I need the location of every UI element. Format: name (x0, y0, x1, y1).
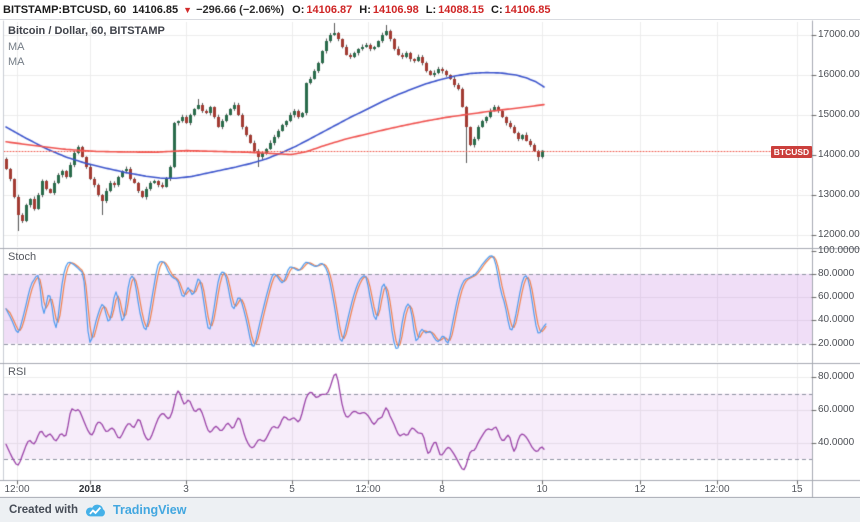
price-axis-label: 14000.00 (818, 149, 860, 160)
symbol-interval-text[interactable]: BITSTAMP:BTCUSD, 60 (3, 3, 127, 16)
close-label: C: (491, 3, 503, 16)
time-axis-label: 2018 (78, 484, 102, 495)
time-axis-label: 10 (536, 484, 548, 495)
stoch-axis-label: 20.0000 (818, 337, 855, 349)
time-axis-label: 5 (289, 484, 295, 495)
rsi-pane-label[interactable]: RSI (8, 366, 27, 378)
stoch-pane-label[interactable]: Stoch (8, 251, 37, 263)
chart-area[interactable]: Bitcoin / Dollar, 60, BITSTAMP MA MA Sto… (0, 20, 860, 498)
created-with-text: Created with (9, 504, 79, 516)
close-value: 14106.85 (504, 3, 551, 16)
rsi-axis-label: 80.0000 (818, 371, 855, 383)
stoch-axis-label: 100.0000 (818, 244, 860, 256)
price-axis-label: 13000.00 (818, 189, 860, 200)
series-title[interactable]: Bitcoin / Dollar, 60, BITSTAMP (8, 25, 165, 37)
price-axis-label: 15000.00 (818, 109, 860, 120)
time-axis-label: 12:00 (704, 484, 730, 495)
price-pane-legend: Bitcoin / Dollar, 60, BITSTAMP MA MA (8, 24, 165, 71)
price-axis-label: 17000.00 (818, 29, 860, 40)
open-label: O: (292, 3, 305, 16)
time-axis-label: 12:00 (355, 484, 381, 495)
price-axis-label: 12000.00 (818, 229, 860, 240)
top-quote-bar: BITSTAMP:BTCUSD, 60 14106.85 ▼ −296.66 (… (0, 0, 860, 20)
stoch-axis-label: 60.0000 (818, 291, 855, 303)
rsi-axis-label: 40.0000 (818, 436, 855, 448)
rsi-axis-label: 60.0000 (818, 404, 855, 415)
time-axis-label: 12 (634, 484, 646, 495)
last-price-value: 14106.85 (132, 3, 179, 16)
price-change-value: −296.66 (−2.06%) (196, 3, 285, 16)
stoch-axis-label: 40.0000 (818, 314, 855, 326)
time-axis-label: 3 (183, 484, 189, 495)
footer-bar: Created with TradingView (0, 498, 860, 522)
tradingview-cloud-logo-icon (86, 504, 105, 516)
ma-legend-2[interactable]: MA (8, 56, 25, 68)
ma-legend-1[interactable]: MA (8, 40, 25, 53)
low-label: L: (425, 3, 437, 16)
high-value: 14106.98 (372, 3, 419, 16)
time-axis-label: 15 (791, 484, 803, 495)
price-down-triangle-icon: ▼ (183, 4, 193, 15)
high-label: H: (359, 3, 371, 16)
time-axis-label: 12:00 (4, 484, 30, 495)
price-axis-label: 16000.00 (818, 69, 860, 80)
time-axis-label: 8 (439, 484, 445, 495)
chart-canvas[interactable] (0, 20, 860, 498)
tradingview-link[interactable]: TradingView (113, 503, 187, 517)
open-value: 14106.87 (306, 3, 353, 16)
low-value: 14088.15 (438, 3, 485, 16)
price-axis-symbol-tag: BTCUSD (771, 146, 812, 158)
stoch-axis-label: 80.0000 (818, 267, 855, 279)
